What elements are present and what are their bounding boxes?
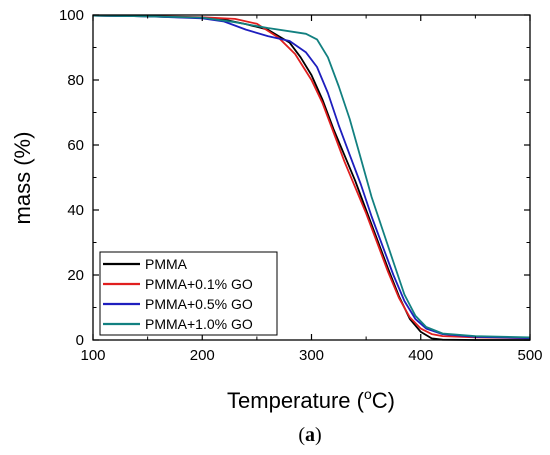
x-axis-title-sup: o <box>364 386 372 402</box>
legend-label-2: PMMA+0.1% GO <box>145 276 253 292</box>
x-tick-label: 100 <box>80 347 105 364</box>
plot-frame <box>92 14 531 341</box>
series-layer <box>92 14 531 341</box>
y-tick-label: 80 <box>67 72 84 89</box>
x-axis-title: Temperature (oC) <box>227 386 395 413</box>
x-axis-title-main: Temperature ( <box>227 388 365 413</box>
legend-label-1: PMMA <box>145 256 188 272</box>
y-tick-label: 100 <box>59 7 84 24</box>
ticks-layer: 100 200 300 400 500 0 20 40 60 80 100 <box>59 7 543 364</box>
legend-label-4: PMMA+1.0% GO <box>145 316 253 332</box>
x-tick-label: 300 <box>299 347 324 364</box>
legend-label-3: PMMA+0.5% GO <box>145 296 253 312</box>
legend: PMMA PMMA+0.1% GO PMMA+0.5% GO PMMA+1.0% GO <box>99 251 278 336</box>
series-line-4 <box>92 14 531 339</box>
x-axis-title-end: C) <box>372 388 395 413</box>
x-tick-label: 400 <box>408 347 433 364</box>
series-line-2 <box>92 14 531 339</box>
x-tick-label: 200 <box>190 347 215 364</box>
y-tick-label: 0 <box>76 332 84 349</box>
y-tick-label: 40 <box>67 202 84 219</box>
series-line-3 <box>92 14 531 339</box>
legend-box <box>99 251 278 336</box>
figure-caption: (a) <box>298 424 321 446</box>
y-tick-label: 20 <box>67 267 84 284</box>
y-axis-title: mass (%) <box>10 132 35 225</box>
x-tick-label: 500 <box>517 347 542 364</box>
y-tick-label: 60 <box>67 137 84 154</box>
